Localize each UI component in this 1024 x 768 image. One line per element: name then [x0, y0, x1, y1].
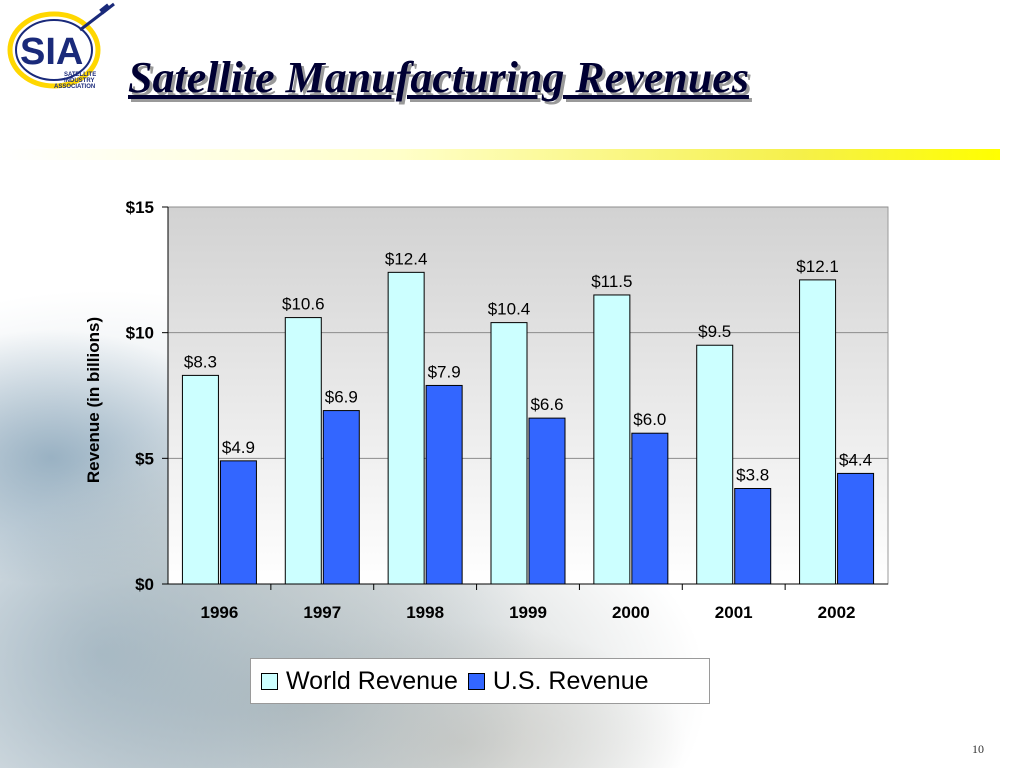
bar-world-1998	[387, 271, 425, 585]
data-label-us-2002: $4.4	[839, 450, 872, 469]
bar-world-2001	[696, 344, 734, 585]
slide-title: Satellite Manufacturing Revenues	[128, 53, 749, 102]
data-label-us-1997: $6.9	[325, 388, 358, 407]
y-axis-title: Revenue (in billions)	[84, 317, 103, 483]
legend-item-us: U.S. Revenue	[467, 666, 649, 696]
legend-swatch-world	[261, 672, 278, 690]
data-label-world-1996: $8.3	[184, 352, 217, 371]
data-label-world-1999: $10.4	[488, 300, 531, 319]
x-tick-label: 2001	[715, 603, 753, 622]
y-axis-tick-labels: $0 $5 $10 $15	[126, 198, 154, 594]
x-tick-label: 1999	[509, 603, 547, 622]
bar-us-1997	[322, 410, 360, 585]
legend-item-world: World Revenue	[261, 667, 458, 696]
bar-world-1999	[490, 322, 528, 585]
svg-text:ASSOCIATION: ASSOCIATION	[54, 84, 95, 90]
svg-text:SIA: SIA	[20, 31, 83, 73]
y-tick-label: $5	[135, 449, 154, 468]
title-accent-bar	[0, 149, 1000, 160]
x-axis-tick-labels: 1996 1997 1998 1999 2000 2001 2002	[201, 584, 856, 622]
bars	[181, 271, 875, 585]
legend-label-world: World Revenue	[286, 666, 458, 695]
x-tick-label: 2000	[612, 603, 650, 622]
x-tick-label: 1998	[406, 603, 444, 622]
y-tick-label: $15	[126, 198, 154, 217]
bar-us-2002	[837, 472, 875, 585]
bar-us-1996	[219, 460, 257, 585]
data-label-us-1996: $4.9	[222, 438, 255, 457]
data-label-world-2002: $12.1	[796, 257, 839, 276]
data-label-world-1997: $10.6	[282, 295, 325, 314]
bar-us-2000	[631, 432, 669, 585]
legend-label-us: U.S. Revenue	[492, 666, 649, 695]
bar-world-2002	[799, 279, 837, 585]
bar-us-1999	[528, 417, 566, 585]
plot-area	[167, 206, 889, 585]
bar-world-1996	[181, 374, 219, 585]
data-labels: $8.3 $4.9 $10.6 $6.9 $12.4 $7.9 $10.4 $6.6 $11.5…	[184, 249, 872, 484]
x-tick-label: 2002	[818, 603, 856, 622]
svg-text:SATELLITE: SATELLITE	[64, 72, 96, 78]
bar-us-2001	[734, 487, 772, 585]
sia-logo: SIA SATELLITE INDUSTRY ASSOCIATION	[7, 2, 115, 90]
data-label-us-2000: $6.0	[633, 410, 666, 429]
chart-legend: World Revenue U.S. Revenue	[250, 658, 710, 704]
y-tick-label: $0	[135, 575, 154, 594]
data-label-world-2000: $11.5	[591, 272, 632, 291]
x-tick-label: 1996	[201, 603, 239, 622]
data-label-us-1998: $7.9	[428, 362, 461, 381]
data-label-us-1999: $6.6	[530, 395, 563, 414]
legend-swatch-us	[467, 672, 485, 690]
x-tick-label: 1997	[303, 603, 341, 622]
data-label-world-2001: $9.5	[698, 322, 731, 341]
svg-text:INDUSTRY: INDUSTRY	[64, 78, 94, 84]
y-tick-label: $10	[126, 324, 154, 343]
bar-us-1998	[425, 384, 463, 585]
data-label-world-1998: $12.4	[385, 249, 428, 268]
data-label-us-2001: $3.8	[736, 465, 769, 484]
slide-number: 10	[972, 742, 984, 756]
bar-world-2000	[593, 294, 631, 585]
bar-world-1997	[284, 317, 322, 585]
